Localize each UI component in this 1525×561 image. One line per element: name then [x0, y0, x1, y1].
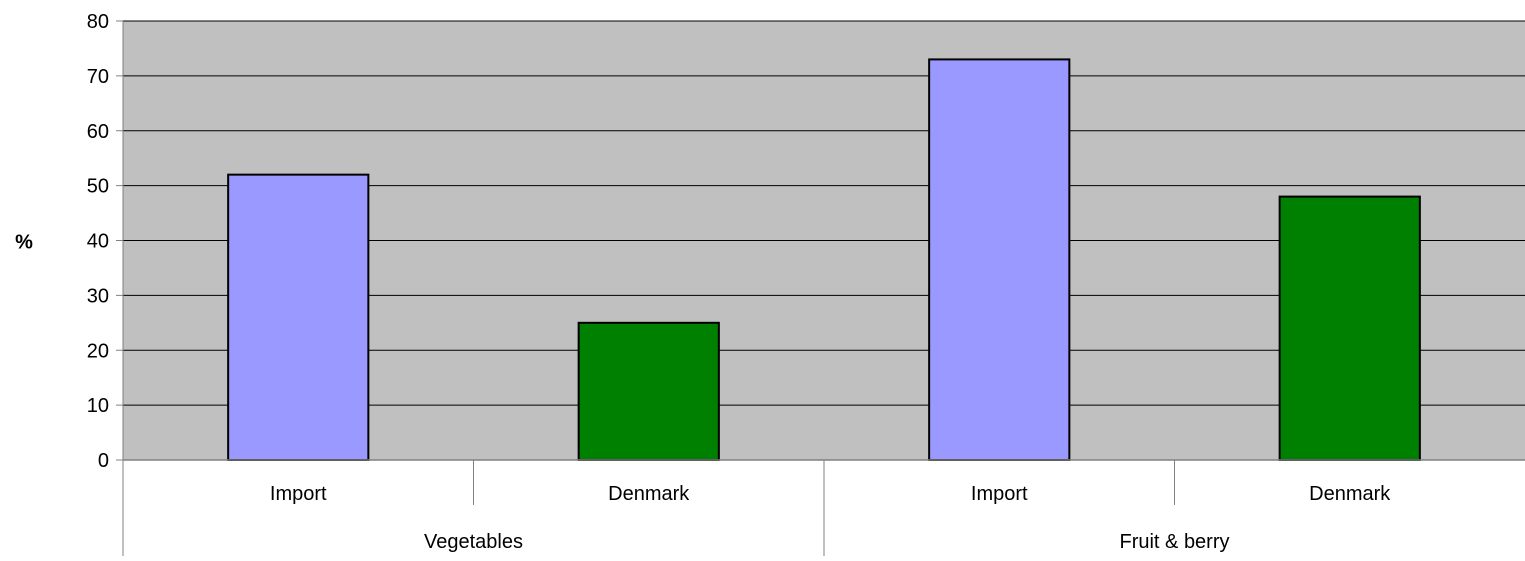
- y-tick-labels: 0 10 20 30 40 50 60 70 80: [87, 11, 109, 472]
- axes: [116, 20, 1525, 556]
- x-group-label: Vegetables: [424, 531, 523, 553]
- x-tick-label: Denmark: [608, 483, 690, 505]
- y-tick-label: 60: [87, 121, 109, 143]
- bar-vegetables-denmark: [577, 321, 720, 461]
- x-tick-label: Import: [270, 483, 327, 505]
- bar-vegetables-import: [227, 173, 370, 461]
- x-tick-label: Import: [971, 483, 1028, 505]
- y-axis-label: %: [15, 232, 33, 254]
- bars: [227, 58, 1421, 461]
- x-group-label: Fruit & berry: [1119, 531, 1229, 553]
- y-tick-label: 70: [87, 66, 109, 88]
- y-tick-label: 80: [87, 11, 109, 33]
- y-tick-label: 0: [98, 450, 109, 472]
- y-tick-label: 40: [87, 231, 109, 253]
- bar-fruit-berry-import: [928, 58, 1071, 461]
- y-tick-label: 20: [87, 340, 109, 362]
- x-tick-labels: Import Denmark Vegetables Import Denmark Frui…: [270, 483, 1391, 553]
- y-tick-label: 10: [87, 395, 109, 417]
- y-tick-label: 50: [87, 176, 109, 198]
- bar-fruit-berry-denmark: [1278, 195, 1421, 461]
- x-tick-label: Denmark: [1309, 483, 1391, 505]
- y-tick-label: 30: [87, 285, 109, 307]
